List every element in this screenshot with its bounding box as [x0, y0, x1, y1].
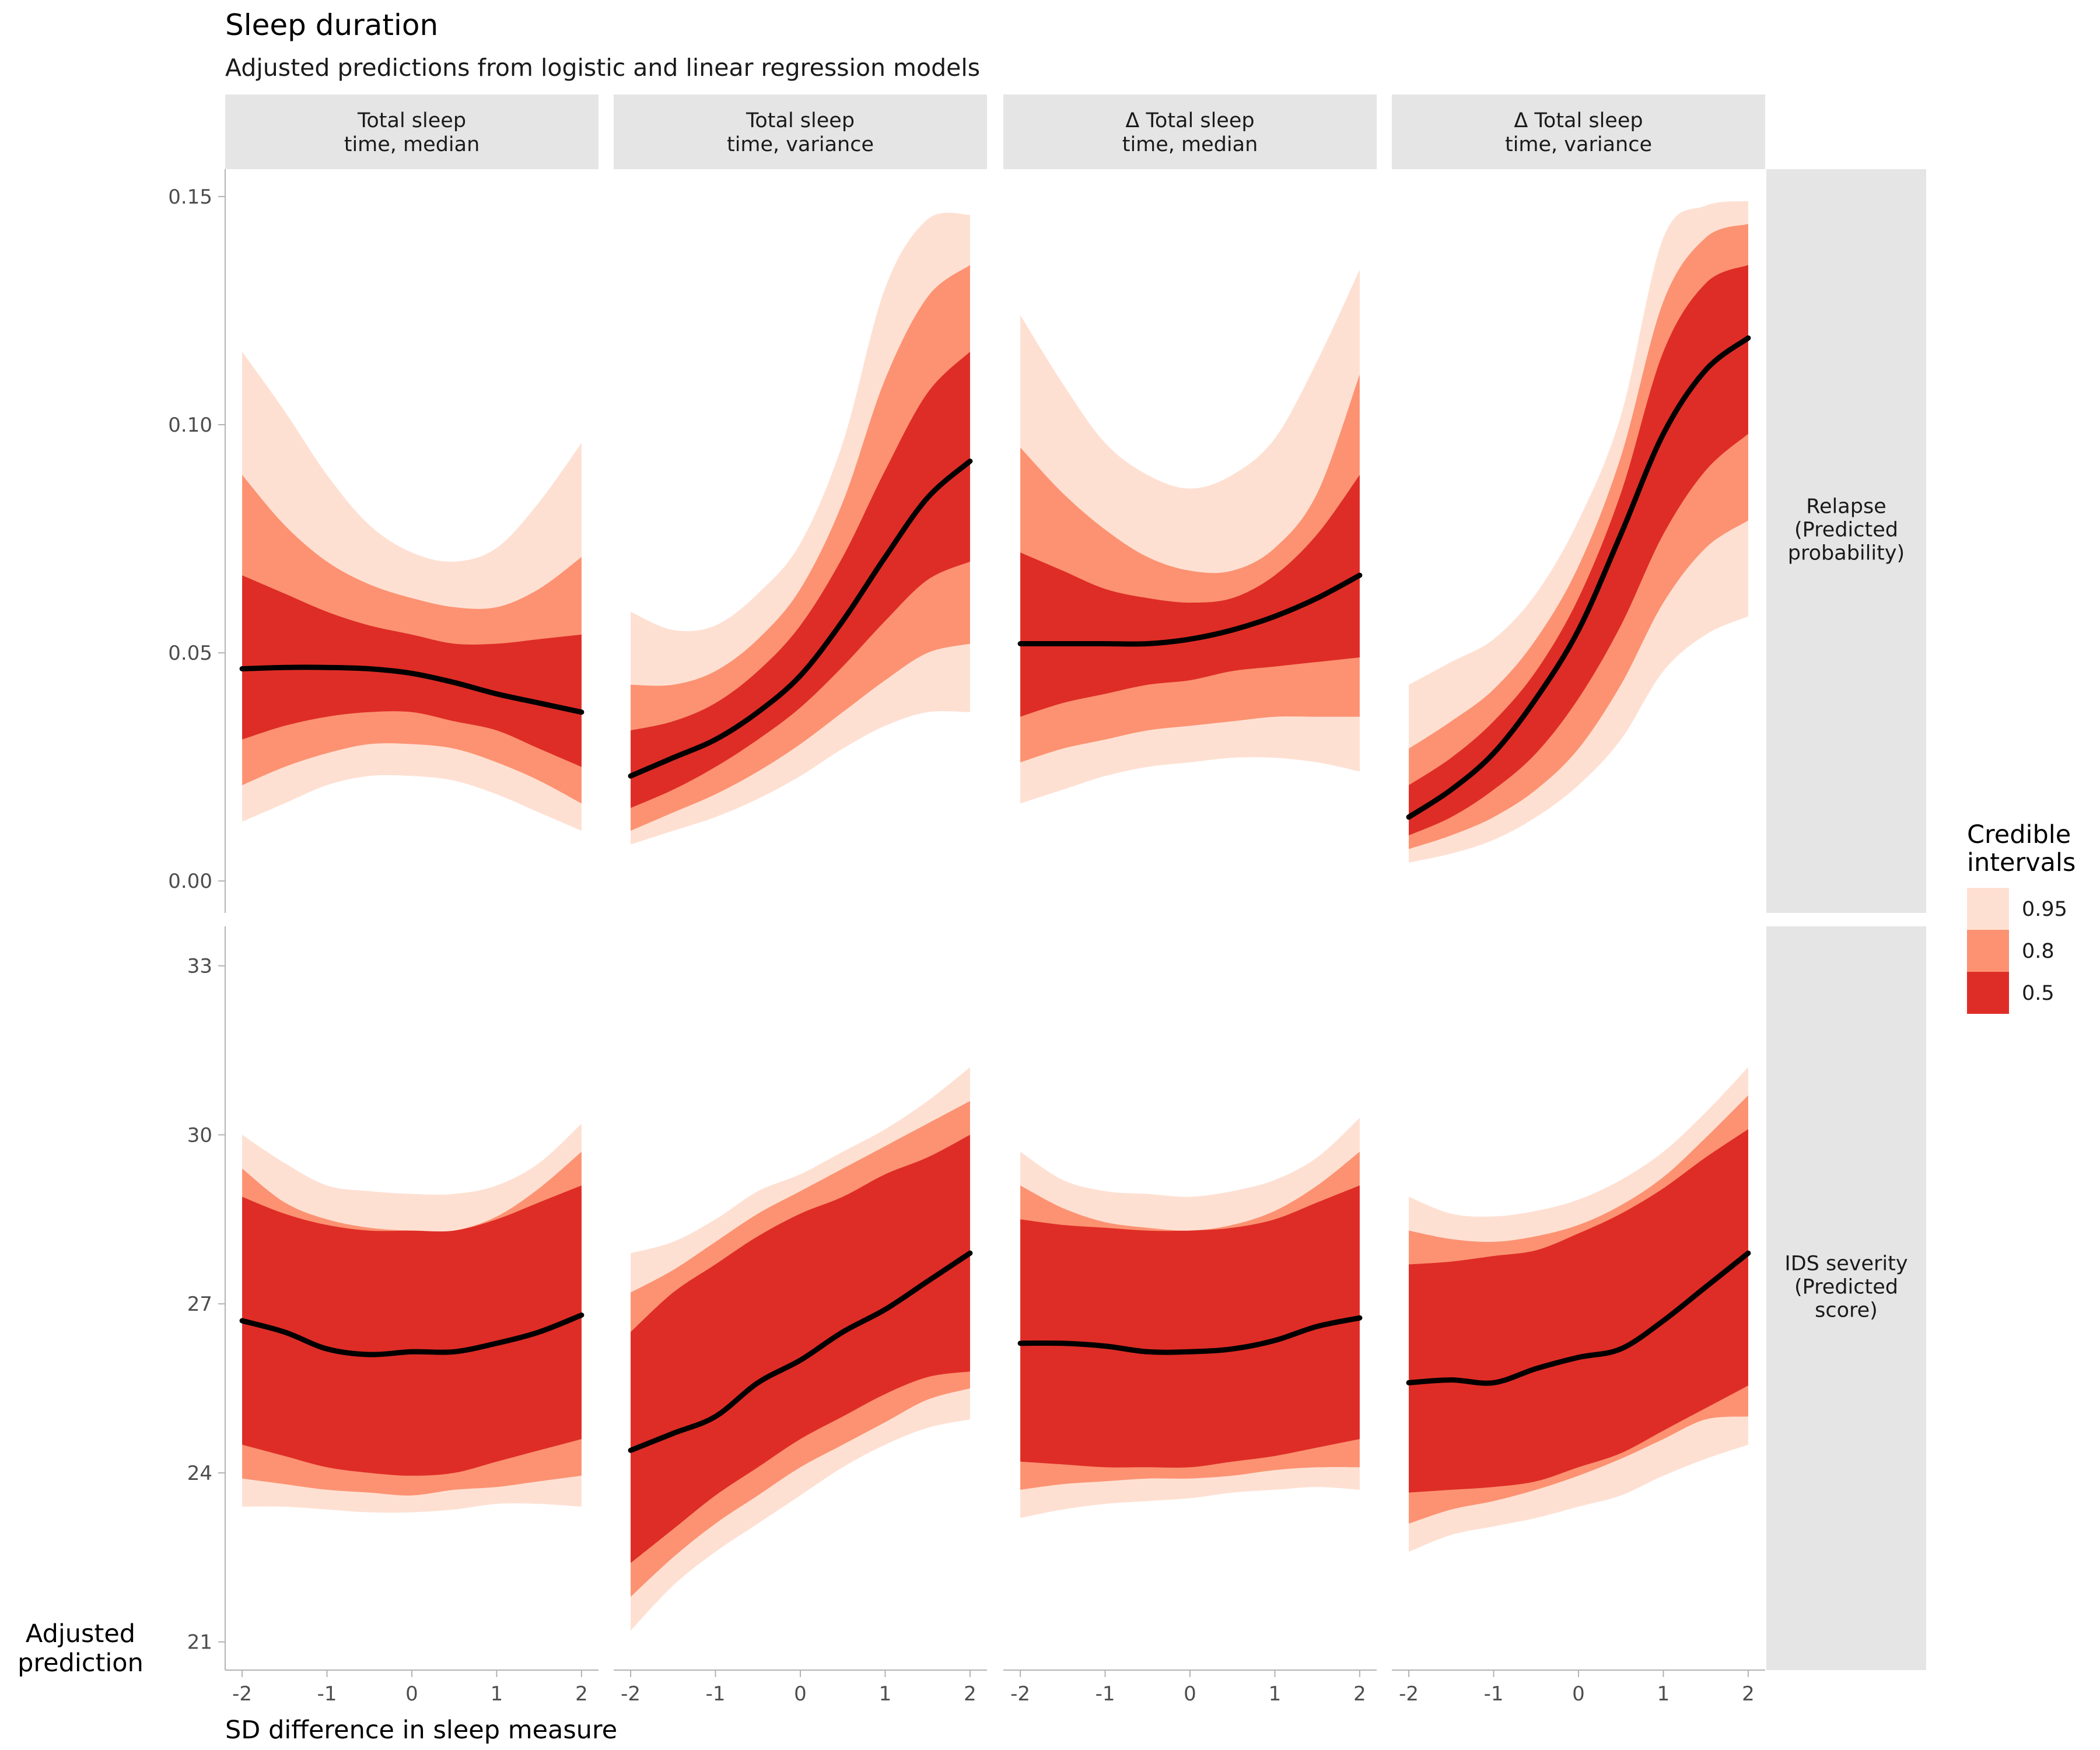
- x-tick-label-c4-4: 2: [1742, 1682, 1755, 1706]
- median-line-r1-c4: [1406, 335, 1751, 820]
- x-tick-label-c2-2: 0: [794, 1682, 807, 1706]
- band-ci50-r1-c3: [1020, 475, 1360, 717]
- row-strip-1: [1766, 169, 1926, 913]
- row-strip-label-1: Relapse (Predicted probability): [1788, 495, 1905, 565]
- x-tick-label-c1-2: 0: [405, 1682, 418, 1706]
- legend-key-0.8: [1967, 930, 2009, 972]
- y-tick-label-r2-3: 30: [187, 1124, 212, 1147]
- y-tick-label-r1-3: 0.15: [168, 186, 212, 209]
- panel-r1-c2: [628, 212, 973, 845]
- x-tick-label-c2-4: 2: [964, 1682, 977, 1706]
- median-line-r2-c1: [239, 1312, 584, 1357]
- legend: Credible intervals 0.95 0.8 0.5: [1967, 820, 2076, 1014]
- column-strip-1: [225, 94, 598, 169]
- median-line-r2-c3: [1017, 1315, 1363, 1355]
- column-strip-label-2: Total sleep time, variance: [727, 109, 874, 156]
- y-tick-label-r1-0: 0.00: [168, 870, 212, 893]
- y-tick-label-r1-2: 0.10: [168, 414, 212, 437]
- y-tick-label-r2-4: 33: [187, 955, 212, 978]
- band-ci50-r2-c2: [631, 1135, 970, 1563]
- column-strip-4: [1392, 94, 1765, 169]
- row-strip-2: [1766, 926, 1926, 1670]
- y-tick-label-r2-1: 24: [187, 1462, 212, 1485]
- panel-r1-c3: [1017, 270, 1363, 804]
- x-tick-label-c3-2: 0: [1184, 1682, 1196, 1706]
- x-tick-label-c1-1: -1: [317, 1682, 337, 1706]
- panel-r1-c4: [1406, 201, 1751, 863]
- band-ci50-r2-c3: [1020, 1185, 1360, 1468]
- x-tick-label-c1-3: 1: [491, 1682, 503, 1706]
- row-strip-label-2: IDS severity (Predicted score): [1784, 1252, 1908, 1322]
- band-ci50-r2-c1: [242, 1185, 582, 1476]
- band-ci80-r1-c2: [631, 265, 970, 831]
- x-tick-label-c2-1: -1: [706, 1682, 726, 1706]
- x-tick-label-c2-3: 1: [879, 1682, 892, 1706]
- column-strip-label-3: Δ Total sleep time, median: [1122, 109, 1258, 156]
- column-strip-3: [1003, 94, 1377, 169]
- median-line-r2-c4: [1406, 1250, 1751, 1386]
- column-strip-2: [614, 94, 987, 169]
- column-strip-label-4: Δ Total sleep time, variance: [1505, 109, 1652, 156]
- legend-title: Credible intervals: [1967, 820, 2076, 877]
- chart-subtitle: Adjusted predictions from logistic and l…: [225, 54, 980, 82]
- x-tick-label-c3-1: -1: [1096, 1682, 1115, 1706]
- facet-strips: Relapse (Predicted probability) IDS severit…: [225, 94, 1926, 1670]
- x-tick-label-c3-3: 1: [1269, 1682, 1282, 1706]
- panel-r2-c3: [1017, 1118, 1363, 1518]
- column-strip-label-1: Total sleep time, median: [344, 109, 480, 156]
- x-tick-label-c4-2: 0: [1572, 1682, 1585, 1706]
- median-line-r1-c1: [239, 664, 584, 715]
- x-tick-label-c2-0: -2: [621, 1682, 640, 1706]
- panel-r2-c4: [1406, 1067, 1751, 1552]
- panel-r2-c2: [628, 1067, 973, 1631]
- band-ci50-r2-c4: [1409, 1129, 1748, 1493]
- median-line-r2-c2: [628, 1250, 973, 1453]
- median-line-r1-c2: [628, 459, 973, 779]
- band-ci50-r1-c4: [1409, 265, 1748, 835]
- legend-key-0.5: [1967, 972, 2009, 1014]
- y-tick-label-r2-2: 27: [187, 1293, 212, 1316]
- x-tick-label-c3-4: 2: [1353, 1682, 1366, 1706]
- y-tick-label-r2-0: 21: [187, 1631, 212, 1654]
- x-tick-label-c4-3: 1: [1657, 1682, 1670, 1706]
- y-tick-label-r1-1: 0.05: [168, 642, 212, 665]
- x-tick-label-c1-0: -2: [232, 1682, 252, 1706]
- y-axis-title: Adjusted prediction: [18, 1619, 144, 1678]
- x-tick-label-c1-4: 2: [575, 1682, 588, 1706]
- x-tick-label-c4-0: -2: [1399, 1682, 1419, 1706]
- median-line-r1-c3: [1017, 572, 1363, 647]
- legend-label-0.5: 0.5: [2022, 982, 2054, 1005]
- x-tick-label-c4-1: -1: [1484, 1682, 1504, 1706]
- x-axis-title: SD difference in sleep measure: [225, 1716, 617, 1745]
- panel-r2-c1: [239, 1124, 584, 1513]
- legend-key-0.95: [1967, 888, 2009, 930]
- x-tick-label-c3-0: -2: [1010, 1682, 1030, 1706]
- chart-title: Sleep duration: [225, 8, 438, 42]
- legend-label-0.95: 0.95: [2022, 898, 2067, 921]
- legend-label-0.8: 0.8: [2022, 940, 2054, 963]
- facet-grid: [239, 201, 1751, 1631]
- panel-r1-c1: [239, 351, 584, 831]
